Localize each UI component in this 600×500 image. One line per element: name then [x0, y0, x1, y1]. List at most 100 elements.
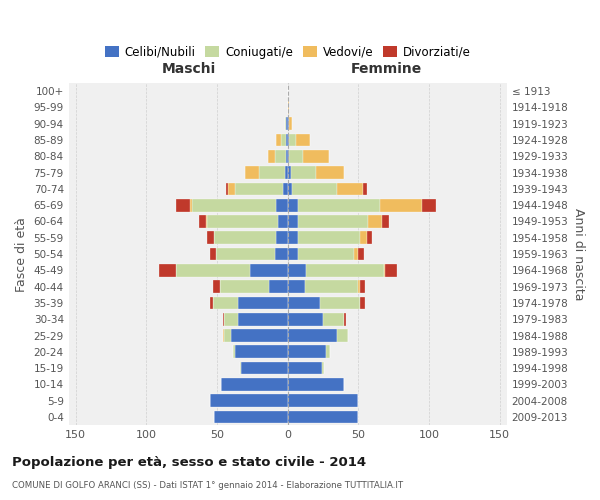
Bar: [277, 232, 287, 244]
Bar: [213, 296, 238, 310]
Bar: [287, 313, 323, 326]
Bar: [298, 199, 380, 211]
Bar: [281, 134, 286, 146]
Bar: [422, 199, 436, 211]
Bar: [191, 199, 277, 211]
Bar: [337, 182, 362, 196]
Bar: [382, 215, 389, 228]
Bar: [287, 346, 326, 358]
Bar: [259, 166, 285, 179]
Bar: [210, 248, 215, 260]
Bar: [287, 362, 322, 374]
Bar: [287, 215, 298, 228]
Bar: [224, 313, 238, 326]
Bar: [287, 378, 344, 391]
Bar: [221, 378, 287, 391]
Text: COMUNE DI GOLFO ARANCI (SS) - Dati ISTAT 1° gennaio 2014 - Elaborazione TUTTITAL: COMUNE DI GOLFO ARANCI (SS) - Dati ISTAT…: [12, 480, 403, 490]
Bar: [278, 215, 287, 228]
Bar: [207, 232, 214, 244]
Bar: [289, 150, 303, 162]
Bar: [287, 118, 289, 130]
Bar: [360, 280, 365, 293]
Bar: [277, 199, 287, 211]
Bar: [358, 248, 364, 260]
Bar: [224, 329, 231, 342]
Bar: [176, 264, 250, 276]
Bar: [215, 248, 275, 260]
Bar: [287, 199, 298, 211]
Bar: [287, 410, 358, 424]
Bar: [368, 215, 382, 228]
Bar: [283, 182, 287, 196]
Bar: [213, 280, 220, 293]
Y-axis label: Fasce di età: Fasce di età: [15, 216, 28, 292]
Legend: Celibi/Nubili, Coniugati/e, Vedovi/e, Divorziati/e: Celibi/Nubili, Coniugati/e, Vedovi/e, Di…: [100, 41, 475, 64]
Bar: [250, 264, 287, 276]
Bar: [231, 329, 287, 342]
Bar: [287, 101, 289, 114]
Bar: [275, 248, 287, 260]
Bar: [303, 150, 329, 162]
Y-axis label: Anni di nascita: Anni di nascita: [572, 208, 585, 300]
Bar: [287, 248, 298, 260]
Bar: [275, 150, 286, 162]
Bar: [384, 264, 385, 276]
Bar: [322, 362, 325, 374]
Bar: [287, 280, 305, 293]
Bar: [287, 264, 306, 276]
Bar: [286, 134, 287, 146]
Bar: [223, 313, 224, 326]
Bar: [360, 296, 365, 310]
Bar: [289, 118, 292, 130]
Bar: [385, 264, 397, 276]
Bar: [214, 232, 277, 244]
Bar: [235, 182, 283, 196]
Bar: [206, 215, 207, 228]
Bar: [241, 362, 287, 374]
Text: Popolazione per età, sesso e stato civile - 2014: Popolazione per età, sesso e stato civil…: [12, 456, 366, 469]
Bar: [245, 166, 259, 179]
Bar: [354, 248, 358, 260]
Bar: [362, 182, 367, 196]
Bar: [298, 215, 368, 228]
Bar: [269, 280, 287, 293]
Bar: [159, 264, 176, 276]
Bar: [199, 215, 206, 228]
Bar: [285, 118, 286, 130]
Bar: [290, 166, 316, 179]
Bar: [233, 346, 235, 358]
Text: Maschi: Maschi: [162, 62, 216, 76]
Bar: [214, 410, 287, 424]
Bar: [239, 362, 241, 374]
Bar: [380, 199, 422, 211]
Bar: [235, 346, 287, 358]
Bar: [296, 134, 310, 146]
Bar: [207, 215, 278, 228]
Bar: [323, 313, 344, 326]
Bar: [229, 182, 235, 196]
Bar: [220, 280, 269, 293]
Bar: [287, 182, 292, 196]
Bar: [360, 232, 367, 244]
Bar: [287, 232, 298, 244]
Bar: [226, 182, 229, 196]
Bar: [305, 280, 358, 293]
Bar: [316, 166, 344, 179]
Bar: [238, 296, 287, 310]
Bar: [268, 150, 275, 162]
Bar: [286, 150, 287, 162]
Bar: [337, 329, 349, 342]
Bar: [298, 232, 360, 244]
Bar: [223, 329, 224, 342]
Bar: [326, 346, 330, 358]
Bar: [292, 182, 337, 196]
Bar: [289, 134, 296, 146]
Bar: [298, 248, 354, 260]
Bar: [367, 232, 373, 244]
Bar: [285, 166, 287, 179]
Bar: [190, 199, 191, 211]
Bar: [176, 199, 190, 211]
Bar: [287, 329, 337, 342]
Bar: [287, 394, 358, 407]
Bar: [320, 296, 360, 310]
